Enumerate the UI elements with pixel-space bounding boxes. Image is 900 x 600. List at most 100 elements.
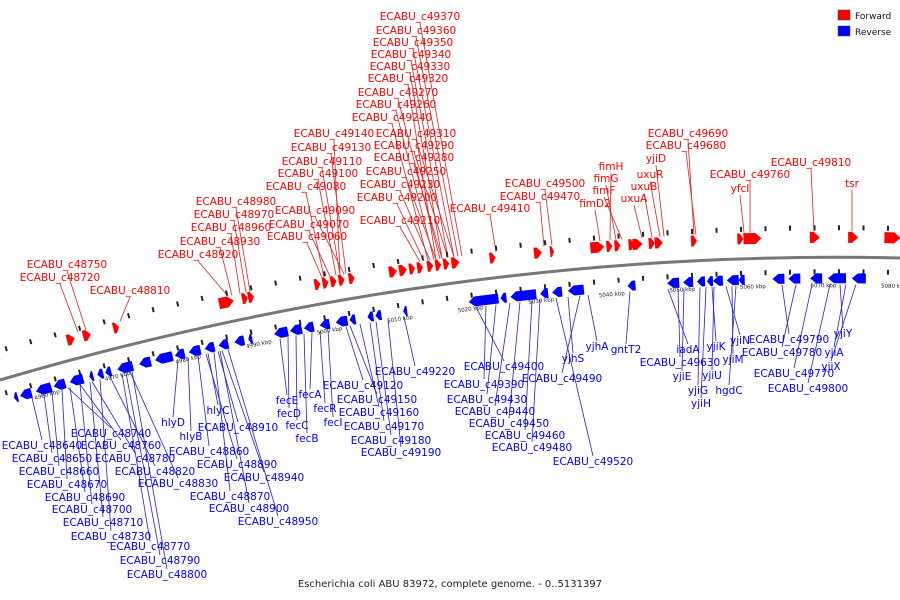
leader-line [235,207,251,292]
leader-line [314,216,345,275]
forward-gene-arrow [313,278,321,291]
legend-swatch-forward [837,9,851,21]
leader-line [43,394,53,454]
forward-gene-arrow [388,266,397,278]
forward-gene-arrow [329,276,337,288]
reverse-gene-arrow [772,273,785,284]
gene-label-fimg: fimG [594,173,619,185]
leader-line [233,220,247,293]
forward-gene-arrow [347,272,355,285]
gene-label-ecabu-c49390: ECABU_c49390 [444,379,524,391]
gene-label-ecabu-c49200: ECABU_c49200 [357,192,437,204]
forward-gene-arrow [488,252,496,264]
forward-gene-arrow [426,260,434,272]
tick-mark-reverse [494,289,498,295]
reverse-gene-arrow [13,391,20,402]
gene-label-ecabu-c48920: ECABU_c48920 [158,249,238,261]
forward-gene-arrow [81,330,91,342]
leader-line [687,139,695,235]
reverse-gene-arrow [683,276,694,288]
gene-label-ecabu-c49520: ECABU_c49520 [553,456,633,468]
gene-label-ecabu-c48650: ECABU_c48650 [12,453,92,465]
tick-mark-reverse [592,279,596,285]
leader-line [605,184,617,240]
tick-mark-reverse [519,286,522,292]
reverse-gene-arrow [738,274,745,285]
gene-label-ecabu-c49270: ECABU_c49270 [358,87,438,99]
tick-mark-forward [715,227,718,233]
reverse-gene-arrow [375,309,383,321]
leader-line [397,98,441,259]
gene-label-ecabu-c49210: ECABU_c49210 [360,215,440,227]
forward-gene-arrow [533,247,542,259]
gene-label-ecabu-c49500: ECABU_c49500 [505,178,585,190]
reverse-gene-arrow [810,273,823,284]
gene-label-yjia: yjiA [824,347,844,359]
leader-line [524,300,533,431]
leader-line [230,233,241,294]
reverse-gene-arrow [851,273,866,284]
leader-line [125,372,161,556]
gene-label-ecabu-c49330: ECABU_c49330 [370,61,450,73]
leader-line [483,305,487,380]
reverse-gene-arrow [35,382,53,395]
tick-mark-reverse [666,274,669,280]
leader-line [403,317,416,367]
tick-label: 4990 kbp [246,339,273,350]
leader-line [131,371,168,570]
leader-line [677,288,681,358]
leader-line [69,387,86,493]
tick-mark-reverse [764,270,767,276]
tick-mark-forward [592,235,596,241]
gene-label-feca: fecA [298,389,322,401]
gene-arrows [0,231,900,402]
forward-gene-arrow [398,264,407,277]
gene-label-ecabu-c49360: ECABU_c49360 [376,25,456,37]
leader-line [309,332,313,390]
leader-line [594,209,601,242]
gene-label-ecabu-c48930: ECABU_c48930 [180,236,260,248]
reverse-gene-arrow [788,273,801,284]
reverse-gene-arrow [97,368,105,379]
tick-label: 5050 kbp [669,287,696,295]
tick-mark-reverse [151,351,155,357]
leader-line [305,192,325,278]
tick-mark-forward [519,242,522,248]
leader-line [415,139,455,258]
forward-gene-arrow [605,240,613,253]
gene-label-fecc: fecC [285,420,308,432]
tick-mark-reverse [641,275,645,281]
forward-gene-arrow [614,240,621,252]
leader-line [486,304,497,395]
leader-line [649,180,661,237]
tick-mark-reverse [690,272,694,279]
leader-line [725,286,741,336]
tick-mark-reverse [886,269,890,275]
leader-line [643,192,653,238]
forward-gene-arrow [737,233,744,245]
forward-gene-arrow [321,277,329,289]
legend-label-reverse: Reverse [855,28,892,38]
leader-line [295,335,298,421]
leader-line [306,242,323,278]
gene-label-fece: fecE [276,395,299,407]
gene-label-iada: iadA [676,344,700,356]
tick-mark-reverse [249,329,253,335]
gene-label-gntt2: gntT2 [611,344,642,356]
gene-label-ecabu-c49150: ECABU_c49150 [337,394,417,406]
gene-label-ecabu-c49090: ECABU_c49090 [275,205,355,217]
gene-label-ecabu-c49080: ECABU_c49080 [266,181,346,193]
leader-line [79,384,122,441]
reverse-gene-arrow [510,289,537,302]
gene-label-ecabu-c48780: ECABU_c48780 [95,453,175,465]
gene-label-ecabu-c49370: ECABU_c49370 [380,11,460,23]
gene-label-hlyc: hlyC [206,405,229,417]
tick-mark-forward [543,240,547,246]
gene-label-feci: fecI [323,417,342,429]
tick-label: 4980 kbp [175,354,202,366]
leader-line [187,358,192,432]
leader-line [330,153,347,274]
tick-mark-reverse [323,315,327,321]
leader-line [781,284,797,348]
gene-label-yjhs: yjhS [562,353,585,365]
